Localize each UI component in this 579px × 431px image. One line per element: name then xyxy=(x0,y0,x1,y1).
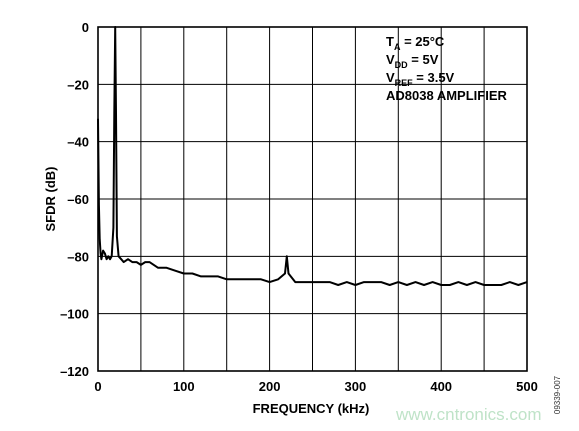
y-tick-label: –80 xyxy=(67,249,89,264)
annotation-line: TA = 25°C xyxy=(386,34,445,52)
x-tick-label: 0 xyxy=(94,379,101,394)
x-tick-label: 500 xyxy=(516,379,538,394)
x-tick-label: 300 xyxy=(345,379,367,394)
annotation-line: VDD = 5V xyxy=(386,52,439,70)
x-tick-labels: 0 100 200 300 400 500 xyxy=(94,379,537,394)
figure-id: 09339-007 xyxy=(553,375,562,414)
watermark-text: www.cntronics.com xyxy=(395,405,541,424)
y-tick-label: –20 xyxy=(67,77,89,92)
grid-lines xyxy=(98,27,527,371)
plot-frame xyxy=(97,26,528,372)
x-tick-label: 200 xyxy=(259,379,281,394)
x-axis-title: FREQUENCY (kHz) xyxy=(253,401,370,416)
sfdr-trace xyxy=(97,26,528,286)
y-tick-label: –40 xyxy=(67,135,89,150)
x-tick-label: 400 xyxy=(430,379,452,394)
annotation-line: AD8038 AMPLIFIER xyxy=(386,88,507,103)
y-tick-label: –100 xyxy=(60,307,89,322)
y-tick-label: –60 xyxy=(67,192,89,207)
y-tick-label: 0 xyxy=(82,20,89,35)
x-tick-label: 100 xyxy=(173,379,195,394)
sfdr-series-line xyxy=(97,26,528,286)
annotation-line: VREF = 3.5V xyxy=(386,70,455,88)
y-tick-label: –120 xyxy=(60,364,89,379)
y-axis-title: SFDR (dB) xyxy=(43,167,58,232)
y-tick-labels: 0 –20 –40 –60 –80 –100 –120 xyxy=(60,20,89,379)
